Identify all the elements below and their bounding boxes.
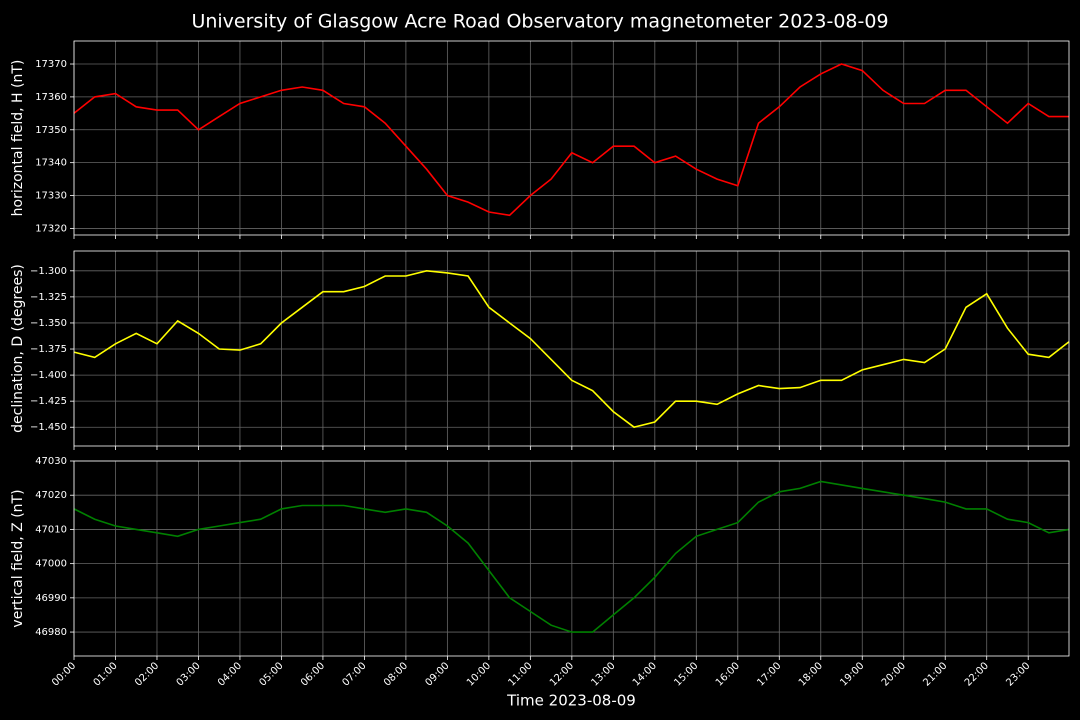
x-axis-label: Time 2023-08-09 bbox=[506, 692, 636, 710]
y-tick-label: −1.375 bbox=[30, 344, 67, 355]
y-tick-label: 17370 bbox=[35, 59, 67, 70]
y-tick-label: 17350 bbox=[35, 125, 67, 136]
y-tick-label: 17340 bbox=[35, 158, 67, 169]
y-tick-label: −1.400 bbox=[30, 370, 67, 381]
y-tick-label: −1.425 bbox=[30, 396, 67, 407]
chart-title: University of Glasgow Acre Road Observat… bbox=[191, 11, 888, 33]
line bbox=[73, 269, 1070, 429]
y-tick-label: 47000 bbox=[35, 559, 67, 570]
y-tick-label: 46990 bbox=[35, 593, 67, 604]
y-tick-label: 47020 bbox=[35, 490, 67, 501]
y-tick-label: 17320 bbox=[35, 223, 67, 234]
y-tick-label: 17360 bbox=[35, 92, 67, 103]
y-axis-label: vertical field, Z (nT) bbox=[10, 489, 26, 627]
y-tick-label: 17330 bbox=[35, 191, 67, 202]
plot-frame bbox=[73, 250, 1070, 447]
plot-frame bbox=[73, 460, 1070, 657]
y-tick-label: 47030 bbox=[35, 456, 67, 467]
y-tick-label: −1.300 bbox=[30, 266, 67, 277]
y-tick-label: −1.350 bbox=[30, 318, 67, 329]
plot-frame bbox=[73, 40, 1070, 236]
line bbox=[73, 63, 1069, 217]
y-tick-label: −1.325 bbox=[30, 292, 67, 303]
y-axis-label: horizontal field, H (nT) bbox=[10, 60, 26, 217]
line bbox=[73, 480, 1070, 633]
y-axis-label: declination, D (degrees) bbox=[10, 264, 26, 433]
y-tick-label: −1.450 bbox=[30, 422, 67, 433]
y-tick-label: 46980 bbox=[35, 627, 67, 638]
y-tick-label: 47010 bbox=[35, 524, 67, 535]
